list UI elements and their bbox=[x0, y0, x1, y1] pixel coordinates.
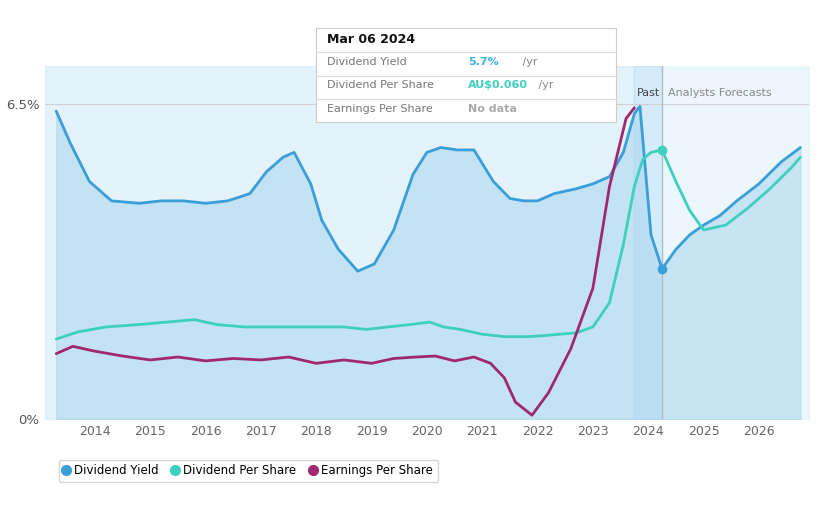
Text: /yr: /yr bbox=[535, 80, 554, 90]
Text: Dividend Yield: Dividend Yield bbox=[327, 57, 406, 68]
Text: Mar 06 2024: Mar 06 2024 bbox=[327, 33, 415, 46]
Legend: Dividend Yield, Dividend Per Share, Earnings Per Share: Dividend Yield, Dividend Per Share, Earn… bbox=[58, 460, 438, 482]
Text: Analysts Forecasts: Analysts Forecasts bbox=[667, 88, 771, 98]
Text: Dividend Per Share: Dividend Per Share bbox=[327, 80, 433, 90]
Text: Earnings Per Share: Earnings Per Share bbox=[327, 104, 433, 114]
Text: 5.7%: 5.7% bbox=[468, 57, 498, 68]
Text: AU$0.060: AU$0.060 bbox=[468, 80, 528, 90]
Text: No data: No data bbox=[468, 104, 517, 114]
Text: Past: Past bbox=[636, 88, 660, 98]
Text: /yr: /yr bbox=[519, 57, 538, 68]
